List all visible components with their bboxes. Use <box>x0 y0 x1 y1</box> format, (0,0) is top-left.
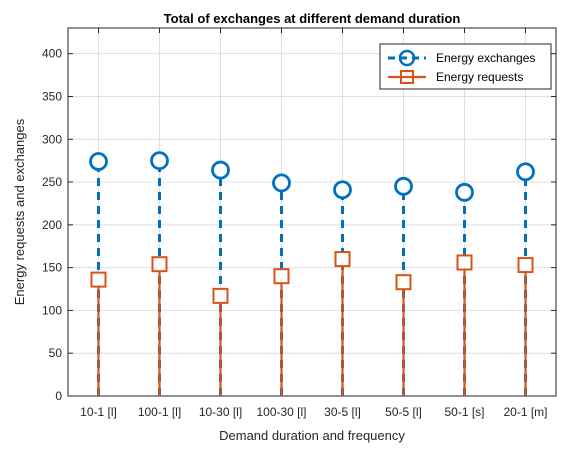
exchanges-marker <box>394 176 413 196</box>
y-tick-label: 250 <box>42 175 62 189</box>
legend-exchanges-marker <box>398 49 416 67</box>
legend-requests-marker <box>400 70 414 84</box>
exchanges-marker <box>333 180 352 200</box>
requests-marker <box>395 274 412 291</box>
exchanges-marker <box>150 151 169 171</box>
x-tick-label: 30-5 [l] <box>324 405 361 419</box>
exchanges-marker <box>272 173 291 193</box>
exchanges-marker <box>516 162 535 182</box>
exchanges-marker <box>211 160 230 180</box>
chart-title: Total of exchanges at different demand d… <box>164 11 461 26</box>
y-tick-label: 400 <box>42 47 62 61</box>
x-tick-label: 20-1 [m] <box>503 405 547 419</box>
plot-frame <box>67 27 557 397</box>
y-tick-label: 150 <box>42 261 62 275</box>
axes-layer: 0 50 100 150 200 250 300 350 400 10-1 [l] 100-1 [l… <box>42 28 556 419</box>
x-tick-label: 100-1 [l] <box>138 405 181 419</box>
y-tick-label: 100 <box>42 303 62 317</box>
y-tick-label: 300 <box>42 132 62 146</box>
x-tick-label: 100-30 [l] <box>256 405 306 419</box>
requests-marker <box>151 256 168 273</box>
x-tick-label: 10-1 [l] <box>80 405 117 419</box>
legend: Energy exchanges Energy requests <box>379 43 552 90</box>
requests-marker <box>456 254 473 271</box>
requests-marker <box>90 271 107 288</box>
y-tick-label: 0 <box>55 389 62 403</box>
x-tick-label: 50-1 [s] <box>444 405 484 419</box>
x-tick-label: 10-30 [l] <box>199 405 242 419</box>
legend-requests-label: Energy requests <box>436 70 523 84</box>
exchanges-marker <box>455 182 474 202</box>
y-tick-label: 350 <box>42 89 62 103</box>
x-tick-label: 50-5 [l] <box>385 405 422 419</box>
requests-marker <box>212 287 229 304</box>
requests-marker <box>334 251 351 268</box>
requests-marker <box>517 257 534 274</box>
x-axis-label: Demand duration and frequency <box>219 428 405 443</box>
y-axis-label: Energy requests and exchanges <box>12 118 27 305</box>
y-tick-label: 200 <box>42 218 62 232</box>
exchanges-marker <box>89 152 108 171</box>
requests-marker <box>273 268 290 285</box>
y-tick-label: 50 <box>49 346 63 360</box>
series-layer <box>89 151 535 396</box>
legend-exchanges-label: Energy exchanges <box>436 51 535 65</box>
